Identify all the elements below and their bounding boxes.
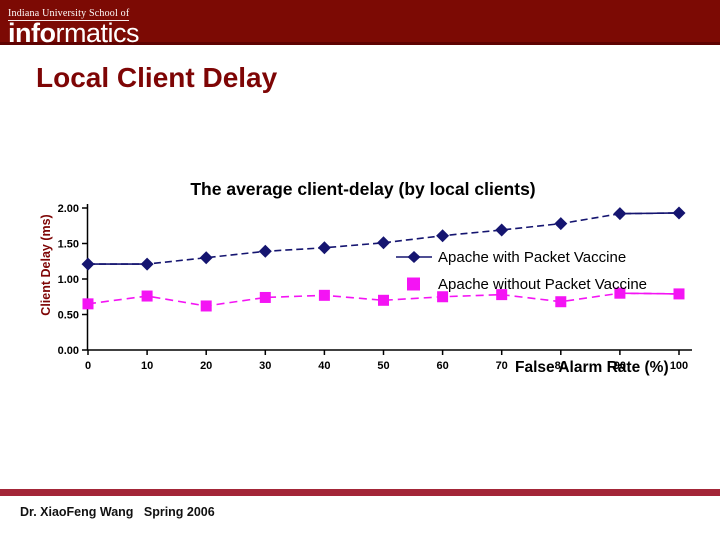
x-axis-title: False Alarm Rate (%)	[515, 359, 669, 376]
legend-label: Apache without Packet Vaccine	[438, 276, 647, 293]
x-tick-label: 30	[259, 360, 271, 372]
y-tick-label: 0.00	[58, 345, 79, 357]
diamond-marker	[613, 207, 627, 221]
square-marker	[673, 288, 685, 300]
informatics-logo: Indiana University School of informatics	[8, 3, 139, 47]
page-title: Local Client Delay	[36, 62, 278, 93]
chart-area: 0.00 0.50 1.00 1.50 2.00 0 10 20 30 40 50 60 70 80 90 1…	[0, 160, 720, 390]
x-tick-label: 40	[318, 360, 330, 372]
diamond-marker	[495, 223, 509, 237]
legend-label: Apache with Packet Vaccine	[438, 249, 626, 266]
footer-divider-bar	[0, 489, 720, 496]
diamond-marker	[317, 241, 331, 255]
y-tick-label: 2.00	[58, 203, 79, 215]
client-delay-chart: 0.00 0.50 1.00 1.50 2.00 0 10 20 30 40 50 60 70 80 90 1…	[39, 179, 692, 376]
square-marker	[82, 298, 94, 310]
square-marker	[318, 289, 330, 301]
legend-diamond-icon	[407, 251, 421, 263]
y-tick-label: 0.50	[58, 310, 79, 322]
x-tick-label: 20	[200, 360, 212, 372]
square-marker	[496, 289, 508, 301]
x-tick-label: 100	[670, 360, 688, 372]
square-marker	[614, 287, 626, 299]
series-line	[87, 292, 680, 307]
x-tick-label: 60	[436, 360, 448, 372]
logo-brand-bold: info	[8, 18, 56, 48]
footer-credit: Dr. XiaoFeng Wang Spring 2006	[20, 505, 215, 519]
x-tick-label: 90	[614, 360, 626, 372]
diamond-marker	[199, 251, 213, 265]
diamond-marker	[672, 206, 686, 220]
chart-title: The average client-delay (by local clien…	[190, 179, 535, 199]
y-tick-label: 1.50	[58, 239, 79, 251]
diamond-marker	[436, 229, 450, 243]
diamond-marker	[258, 244, 272, 258]
logo-brand: informatics	[8, 18, 139, 48]
y-axis-title: Client Delay (ms)	[39, 214, 53, 315]
square-marker	[378, 294, 389, 306]
diamond-marker	[81, 257, 95, 271]
x-tick-label: 50	[377, 360, 389, 372]
diamond-marker	[554, 217, 568, 231]
square-marker	[200, 300, 212, 312]
x-tick-label: 80	[555, 360, 567, 372]
square-marker	[141, 290, 153, 302]
y-tick-label: 1.00	[58, 274, 79, 286]
chart-plot: 0.00 0.50 1.00 1.50 2.00 0 10 20 30 40 50 60 70 80 90 1…	[58, 203, 692, 372]
x-tick-label: 70	[496, 360, 508, 372]
square-marker	[555, 296, 567, 308]
logo-brand-rest: rmatics	[55, 18, 139, 48]
x-tick-label: 10	[141, 360, 153, 372]
square-marker	[259, 291, 271, 303]
diamond-marker	[140, 257, 154, 271]
square-marker	[437, 291, 449, 303]
legend-square-icon	[407, 277, 420, 291]
diamond-marker	[377, 236, 390, 250]
header-banner: Indiana University School of informatics	[0, 0, 720, 47]
x-tick-label: 0	[85, 360, 91, 372]
